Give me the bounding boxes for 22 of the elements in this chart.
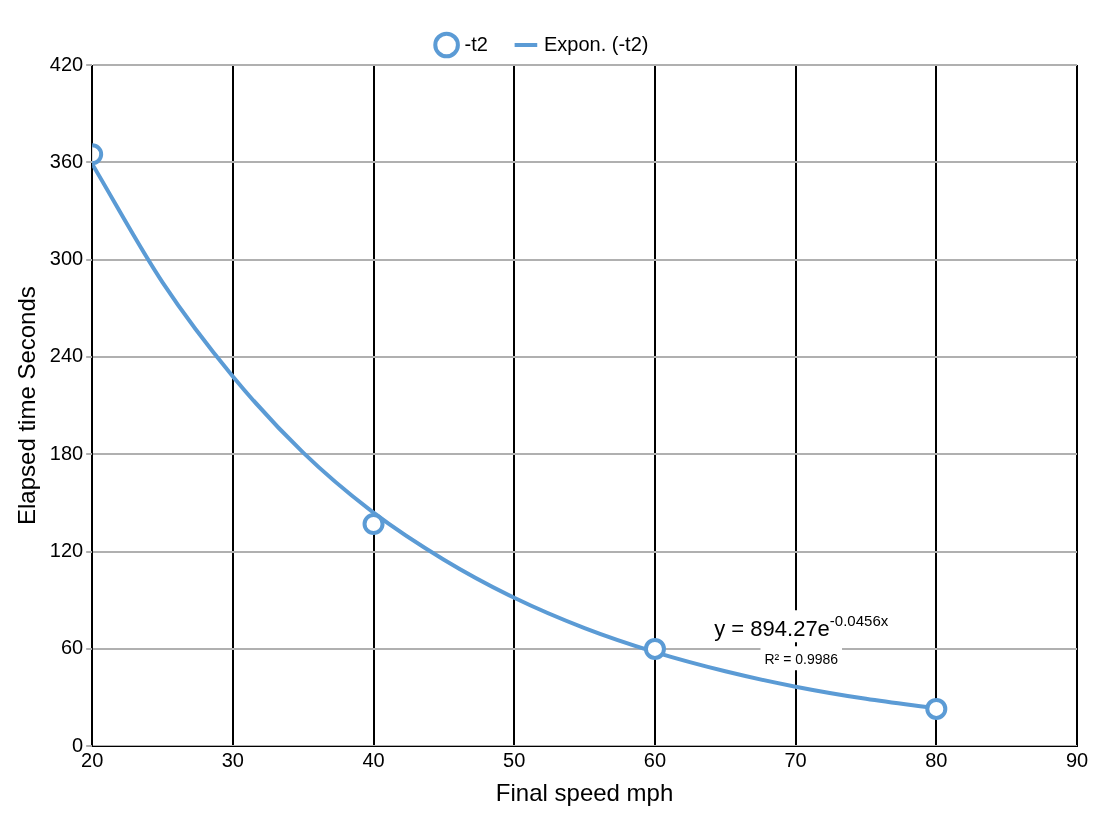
x-tick-label: 70 <box>784 748 807 771</box>
x-tick-label: 40 <box>362 748 385 771</box>
x-axis-title: Final speed mph <box>495 779 674 807</box>
point <box>925 697 948 720</box>
y-tick-label: 360 <box>49 149 84 172</box>
legend-label: -t2 <box>464 32 488 55</box>
x-tick-label: 50 <box>503 748 526 771</box>
y-tick-label: 300 <box>49 247 84 270</box>
x-tick-label: 80 <box>925 748 948 771</box>
annotation: R² = 0.9986 <box>764 651 839 668</box>
x-tick-label: 60 <box>643 748 667 771</box>
y-tick-label: 60 <box>60 636 84 659</box>
y-tick-label: 420 <box>49 52 84 75</box>
y-tick-label: 120 <box>49 539 84 562</box>
point <box>643 637 666 660</box>
legend-label: Expon. (-t2) <box>543 32 649 55</box>
y-axis-title: Elapsed time Seconds <box>13 286 41 526</box>
x-tick-label: 20 <box>81 748 104 771</box>
y-tick-label: 180 <box>49 441 84 464</box>
x-tick-label: 30 <box>221 748 244 771</box>
x-tick-label: 90 <box>1065 748 1089 771</box>
y-tick-label: 240 <box>49 344 84 367</box>
